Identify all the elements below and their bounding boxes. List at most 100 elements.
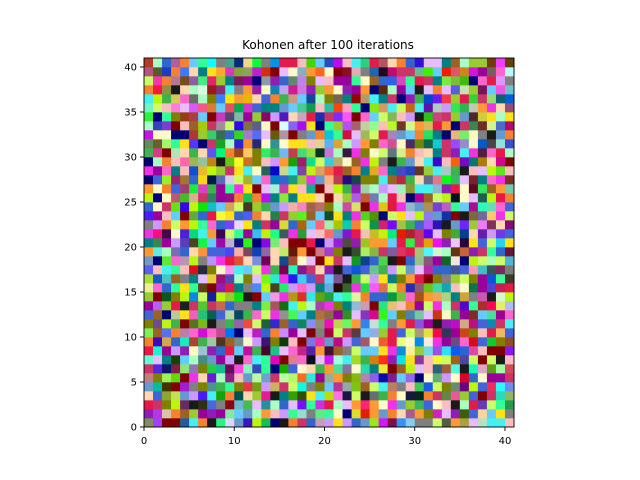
heatmap-cell bbox=[297, 355, 307, 365]
heatmap-cell bbox=[315, 76, 325, 86]
heatmap-cell bbox=[243, 400, 253, 410]
heatmap-cell bbox=[495, 166, 506, 176]
heatmap-cell bbox=[288, 193, 298, 203]
heatmap-cell bbox=[180, 130, 190, 140]
heatmap-cell bbox=[495, 337, 506, 347]
heatmap-cell bbox=[360, 364, 370, 374]
heatmap-cell bbox=[369, 166, 379, 176]
heatmap-cell bbox=[342, 265, 352, 275]
heatmap-cell bbox=[180, 85, 190, 95]
heatmap-cell bbox=[378, 364, 388, 374]
heatmap-cell bbox=[423, 220, 434, 230]
heatmap-cell bbox=[216, 193, 226, 203]
heatmap-cell bbox=[198, 76, 208, 86]
heatmap-cell bbox=[423, 409, 434, 419]
heatmap-cell bbox=[495, 364, 506, 374]
heatmap-cell bbox=[288, 238, 298, 248]
heatmap-cell bbox=[225, 148, 235, 158]
heatmap-cell bbox=[378, 328, 388, 338]
heatmap-cell bbox=[432, 265, 443, 275]
heatmap-cell bbox=[306, 229, 316, 239]
heatmap-cell bbox=[360, 175, 370, 185]
heatmap-cell bbox=[396, 418, 407, 428]
heatmap-cell bbox=[216, 94, 226, 104]
heatmap-cell bbox=[270, 319, 280, 329]
heatmap-cell bbox=[270, 238, 280, 248]
heatmap-cell bbox=[225, 418, 235, 428]
heatmap-cell bbox=[432, 355, 443, 365]
heatmap-cell bbox=[441, 139, 452, 149]
heatmap-cell bbox=[405, 409, 416, 419]
heatmap-cell bbox=[288, 175, 298, 185]
heatmap-cell bbox=[432, 58, 443, 68]
heatmap-cell bbox=[207, 121, 217, 131]
heatmap-cell bbox=[360, 283, 370, 293]
heatmap-cell bbox=[315, 175, 325, 185]
heatmap-cell bbox=[333, 256, 343, 266]
heatmap-cell bbox=[459, 382, 470, 392]
heatmap-cell bbox=[306, 256, 316, 266]
heatmap-cell bbox=[144, 67, 154, 77]
heatmap-cell bbox=[315, 193, 325, 203]
heatmap-cell bbox=[369, 121, 379, 131]
heatmap-cell bbox=[342, 364, 352, 374]
heatmap-cell bbox=[306, 310, 316, 320]
heatmap-cell bbox=[180, 139, 190, 149]
heatmap-cell bbox=[468, 418, 479, 428]
heatmap-cell bbox=[243, 166, 253, 176]
heatmap-cell bbox=[351, 175, 361, 185]
heatmap-cell bbox=[279, 355, 289, 365]
heatmap-cell bbox=[216, 337, 226, 347]
heatmap-cell bbox=[243, 157, 253, 167]
heatmap-cell bbox=[333, 202, 343, 212]
heatmap-cell bbox=[198, 364, 208, 374]
heatmap-cell bbox=[270, 121, 280, 131]
heatmap-cell bbox=[486, 229, 497, 239]
heatmap-cell bbox=[414, 391, 425, 401]
heatmap-cell bbox=[459, 67, 470, 77]
heatmap-cell bbox=[252, 319, 262, 329]
heatmap-cell bbox=[351, 409, 361, 419]
heatmap-cell bbox=[270, 130, 280, 140]
heatmap-cell bbox=[207, 175, 217, 185]
heatmap-cell bbox=[423, 94, 434, 104]
heatmap-cell bbox=[450, 130, 461, 140]
heatmap-cell bbox=[423, 247, 434, 257]
heatmap-cell bbox=[207, 409, 217, 419]
heatmap-cell bbox=[171, 148, 181, 158]
heatmap-cell bbox=[297, 256, 307, 266]
heatmap-cell bbox=[486, 274, 497, 284]
heatmap-cell bbox=[279, 112, 289, 122]
heatmap-cell bbox=[432, 337, 443, 347]
heatmap-cell bbox=[477, 265, 488, 275]
heatmap-cell bbox=[144, 166, 154, 176]
heatmap-cell bbox=[243, 328, 253, 338]
heatmap-cell bbox=[333, 355, 343, 365]
heatmap-cell bbox=[171, 130, 181, 140]
heatmap-cell bbox=[450, 148, 461, 158]
heatmap-cell bbox=[414, 139, 425, 149]
heatmap-cell bbox=[243, 175, 253, 185]
heatmap-cell bbox=[351, 121, 361, 131]
heatmap-cell bbox=[450, 346, 461, 356]
heatmap-cell bbox=[261, 220, 271, 230]
heatmap-cell bbox=[378, 85, 388, 95]
heatmap-cell bbox=[162, 58, 172, 68]
heatmap-cell bbox=[306, 130, 316, 140]
heatmap-cell bbox=[243, 148, 253, 158]
heatmap-cell bbox=[441, 112, 452, 122]
heatmap-cell bbox=[387, 166, 398, 176]
heatmap-cell bbox=[468, 382, 479, 392]
heatmap-cell bbox=[414, 202, 425, 212]
heatmap-cell bbox=[450, 94, 461, 104]
heatmap-cell bbox=[225, 274, 235, 284]
heatmap-cell bbox=[234, 256, 244, 266]
heatmap-cell bbox=[504, 256, 515, 266]
heatmap-cell bbox=[279, 148, 289, 158]
heatmap-cell bbox=[495, 346, 506, 356]
heatmap-cell bbox=[171, 400, 181, 410]
heatmap-cell bbox=[468, 319, 479, 329]
heatmap-cell bbox=[342, 292, 352, 302]
heatmap-cell bbox=[180, 328, 190, 338]
heatmap-cell bbox=[405, 391, 416, 401]
